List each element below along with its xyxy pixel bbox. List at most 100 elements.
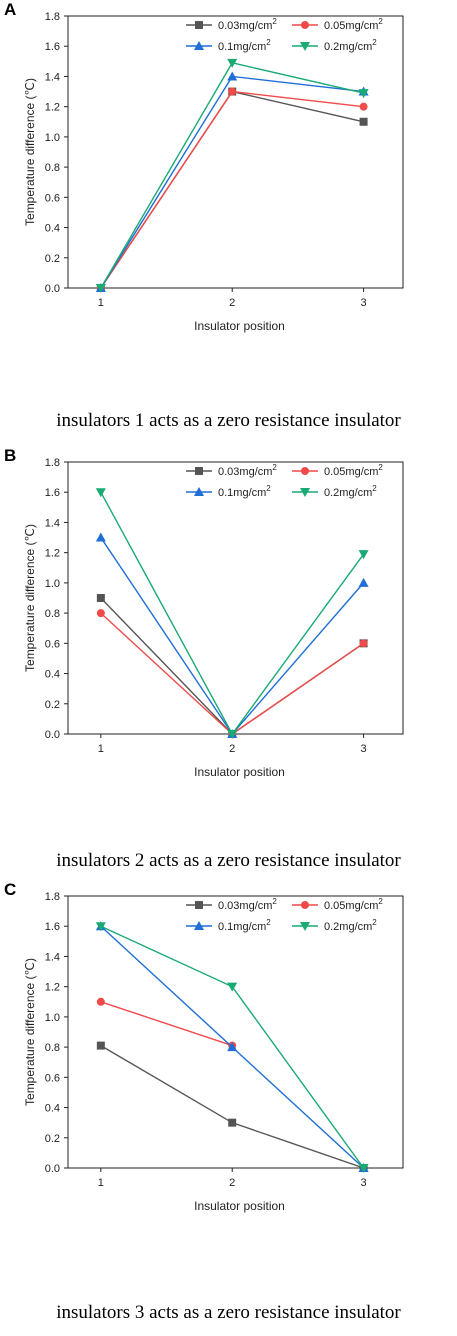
legend-superscript: 2 (378, 897, 383, 906)
series-0 (96, 594, 368, 738)
y-tick-label: 0.0 (45, 1163, 60, 1175)
series-3 (95, 922, 369, 1173)
legend-marker (300, 922, 310, 931)
series-1 (96, 87, 368, 292)
legend-superscript: 2 (272, 463, 277, 472)
legend-label: 0.1mg/cm2 (218, 484, 271, 499)
legend-marker (301, 21, 309, 29)
plot-area (67, 15, 404, 289)
legend-marker (300, 42, 310, 51)
y-tick-label: 0.6 (45, 638, 60, 650)
data-point (228, 1118, 237, 1127)
line-chart: 0.0 0.2 0.4 0.6 0.8 1.0 1.2 1.4 1.6 1.8 1 2 3 Insulat… (23, 11, 404, 333)
line-chart: 0.0 0.2 0.4 0.6 0.8 1.0 1.2 1.4 1.6 1.8 1 2 3 Insulat… (23, 891, 404, 1213)
legend-label: 0.03mg/cm2 (218, 463, 277, 478)
legend-superscript: 2 (266, 38, 271, 47)
legend-superscript: 2 (266, 484, 271, 493)
data-point (95, 488, 106, 498)
y-axis-label: Temperature difference (℃) (23, 958, 37, 1106)
data-point (227, 730, 238, 739)
legend-label: 0.2mg/cm2 (324, 918, 377, 933)
y-tick-label: 1.8 (45, 457, 60, 469)
y-tick-label: 1.0 (45, 1012, 60, 1024)
panel-c: C 0.0 0.2 0.4 0.6 0.8 1.0 1.2 1.4 1.6 1.8 1 2 3 Insul… (0, 880, 457, 1325)
legend-label: 0.05mg/cm2 (324, 897, 383, 912)
panel-label: A (4, 0, 17, 19)
data-point (227, 1042, 238, 1052)
legend-superscript: 2 (372, 918, 377, 927)
data-point (359, 102, 368, 111)
legend: 0.03mg/cm2 0.05mg/cm2 0.1mg/cm2 0.2mg/cm2 (186, 897, 383, 933)
data-point (96, 609, 105, 618)
data-point (358, 1164, 369, 1173)
figure-caption: insulators 1 acts as a zero resistance i… (56, 410, 401, 431)
legend-marker (194, 41, 204, 50)
line-chart: 0.0 0.2 0.4 0.6 0.8 1.0 1.2 1.4 1.6 1.8 1 2 3 Insulat… (23, 457, 404, 779)
legend-marker (301, 467, 309, 475)
series-2 (95, 71, 369, 292)
plot-area (67, 461, 404, 735)
legend-label: 0.05mg/cm2 (324, 17, 383, 32)
data-point (358, 577, 369, 587)
data-point (95, 532, 106, 542)
series-line (100, 1044, 364, 1169)
legend-superscript: 2 (266, 918, 271, 927)
y-tick-label: 0.0 (45, 283, 60, 295)
y-tick-label: 1.0 (45, 132, 60, 144)
legend-superscript: 2 (372, 484, 377, 493)
data-point (358, 89, 369, 99)
x-axis-label: Insulator position (194, 1199, 285, 1213)
y-axis-label: Temperature difference (℃) (23, 524, 37, 672)
y-tick-label: 0.4 (45, 669, 60, 681)
y-tick-label: 1.2 (45, 548, 60, 560)
y-tick-label: 1.8 (45, 891, 60, 903)
legend-marker (301, 901, 309, 909)
panel-a: A 0.0 0.2 0.4 0.6 0.8 1.0 1.2 1.4 1.6 1.8 1 2 3 Insul… (0, 0, 457, 445)
y-tick-label: 0.4 (45, 223, 60, 235)
x-tick-label: 2 (229, 743, 235, 755)
legend-marker (300, 488, 310, 497)
y-tick-label: 0.2 (45, 253, 60, 265)
legend-marker (195, 467, 203, 475)
y-tick-label: 1.0 (45, 578, 60, 590)
panel-label: C (4, 880, 17, 899)
legend-superscript: 2 (272, 17, 277, 26)
data-point (96, 997, 105, 1006)
series-0 (96, 1041, 368, 1172)
series-line (100, 75, 364, 289)
x-tick-label: 2 (229, 1177, 235, 1189)
y-tick-label: 0.0 (45, 729, 60, 741)
legend-superscript: 2 (378, 17, 383, 26)
legend: 0.03mg/cm2 0.05mg/cm2 0.1mg/cm2 0.2mg/cm2 (186, 17, 383, 53)
legend-label: 0.03mg/cm2 (218, 17, 277, 32)
y-tick-label: 1.2 (45, 102, 60, 114)
series-2 (95, 921, 369, 1172)
data-point (359, 639, 368, 648)
legend-label: 0.05mg/cm2 (324, 463, 383, 478)
y-tick-label: 1.6 (45, 487, 60, 499)
series-line (100, 597, 364, 735)
legend-marker (195, 901, 203, 909)
legend-label: 0.03mg/cm2 (218, 897, 277, 912)
series-line (100, 612, 364, 735)
data-point (227, 982, 238, 992)
series-0 (96, 87, 368, 292)
y-tick-label: 1.4 (45, 517, 60, 529)
series-line (100, 90, 364, 289)
legend-superscript: 2 (372, 38, 377, 47)
legend-marker (194, 487, 204, 496)
data-point (96, 594, 105, 602)
data-point (95, 922, 106, 932)
series-3 (95, 58, 369, 293)
y-tick-label: 0.8 (45, 1042, 60, 1054)
panel-b: B 0.0 0.2 0.4 0.6 0.8 1.0 1.2 1.4 1.6 1.8 1 2 3 Insul… (0, 446, 457, 891)
data-point (358, 550, 369, 560)
data-point (227, 58, 238, 68)
data-point (96, 1041, 105, 1050)
series-1 (96, 609, 368, 738)
data-point (359, 117, 368, 126)
series-line (100, 90, 364, 289)
series-line (100, 1001, 233, 1047)
y-tick-label: 0.6 (45, 192, 60, 204)
x-tick-label: 1 (98, 1177, 104, 1189)
